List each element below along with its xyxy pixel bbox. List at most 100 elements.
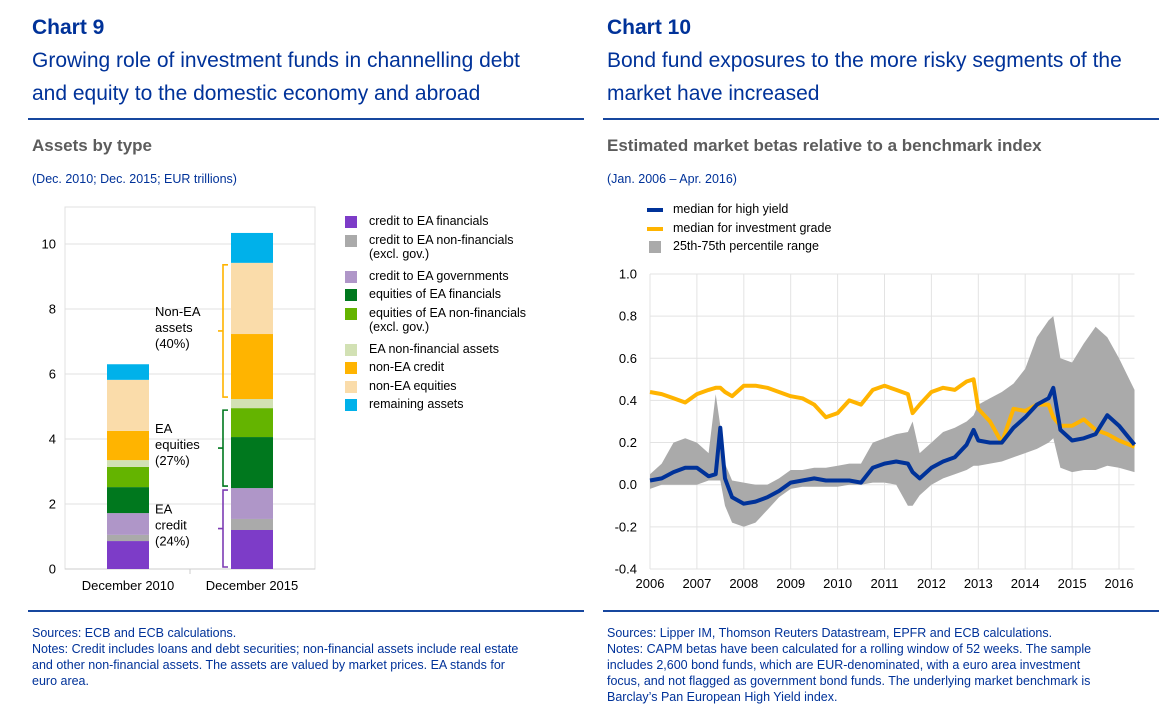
bracket bbox=[218, 489, 228, 568]
bar-segment bbox=[231, 518, 273, 530]
notes-divider bbox=[28, 610, 584, 612]
chart-title-line: market have increased bbox=[607, 82, 820, 105]
y-tick-label: 0.2 bbox=[619, 435, 637, 450]
chart-number: Chart 10 bbox=[607, 16, 692, 39]
legend-label: equities of EA financials bbox=[369, 287, 502, 301]
legend-label: credit to EA governments bbox=[369, 268, 509, 283]
x-tick-label: 2007 bbox=[682, 576, 711, 591]
bracket-annotation: assets bbox=[155, 320, 193, 335]
x-tick-label: 2014 bbox=[1011, 576, 1040, 591]
legend-label: EA non-financial assets bbox=[369, 341, 499, 356]
x-tick-label: 2009 bbox=[776, 576, 805, 591]
bar-segment bbox=[231, 399, 273, 409]
title-divider bbox=[28, 118, 584, 120]
x-tick-label: December 2015 bbox=[206, 578, 299, 593]
legend-label: median for high yield bbox=[673, 202, 789, 216]
legend-label: credit to EA financials bbox=[369, 214, 489, 228]
y-tick-label: 0.6 bbox=[619, 351, 637, 366]
legend-swatch bbox=[345, 399, 357, 411]
bar-segment bbox=[107, 379, 149, 431]
chart-subtitle: Assets by type bbox=[32, 136, 152, 155]
bracket-annotation: credit bbox=[155, 518, 187, 533]
bar-segment bbox=[107, 541, 149, 569]
bar-segment bbox=[107, 513, 149, 535]
x-tick-label: 2012 bbox=[917, 576, 946, 591]
bar-segment bbox=[231, 530, 273, 569]
x-tick-label: 2006 bbox=[636, 576, 665, 591]
y-tick-label: 6 bbox=[49, 367, 56, 382]
y-tick-label: 1.0 bbox=[619, 267, 637, 282]
chart-units: (Jan. 2006 – Apr. 2016) bbox=[607, 172, 737, 186]
bar-segment bbox=[107, 534, 149, 542]
x-tick-label: 2015 bbox=[1058, 576, 1087, 591]
legend-swatch bbox=[345, 343, 357, 356]
bar-segment bbox=[231, 408, 273, 438]
bar-segment bbox=[107, 460, 149, 467]
x-tick-label: December 2010 bbox=[82, 578, 175, 593]
legend-label: credit to EA non-financials (excl. gov.) bbox=[369, 232, 514, 261]
notes-text: Notes: Credit includes loans and debt se… bbox=[32, 642, 519, 688]
x-tick-label: 2010 bbox=[823, 576, 852, 591]
y-tick-label: 0 bbox=[49, 562, 56, 577]
chart-title-line: Bond fund exposures to the more risky se… bbox=[607, 49, 1122, 72]
bar-segment bbox=[107, 466, 149, 488]
chart-subtitle: Estimated market betas relative to a ben… bbox=[607, 136, 1042, 155]
legend-swatch bbox=[647, 226, 663, 231]
investment-grade-line bbox=[649, 377, 1136, 449]
chart-title-line: Growing role of investment funds in chan… bbox=[32, 49, 520, 72]
legend-swatch bbox=[649, 241, 661, 253]
x-tick-label: 2008 bbox=[729, 576, 758, 591]
chart-notes: Sources: ECB and ECB calculations. Notes… bbox=[32, 625, 518, 689]
bracket-annotation: EA bbox=[155, 421, 173, 436]
y-tick-label: 0.4 bbox=[619, 393, 637, 408]
legend-swatch bbox=[345, 307, 357, 320]
bar-segment bbox=[107, 487, 149, 514]
bracket bbox=[218, 264, 228, 398]
bar-segment bbox=[231, 488, 273, 519]
legend-label: 25th-75th percentile range bbox=[673, 239, 819, 253]
bracket-annotation: (24%) bbox=[155, 534, 190, 549]
chart-10-panel: Chart 10 Bond fund exposures to the more… bbox=[595, 0, 1166, 722]
chart-units: (Dec. 2010; Dec. 2015; EUR trillions) bbox=[32, 172, 237, 186]
line-chart: 2006 2007 2008 2009 2010 2011 2012 2013 2014 2015… bbox=[615, 267, 1137, 591]
x-tick-label: 2013 bbox=[964, 576, 993, 591]
bar-segment bbox=[107, 430, 149, 461]
y-tick-label: -0.4 bbox=[615, 561, 637, 576]
legend-swatch bbox=[345, 270, 357, 283]
x-tick-label: 2016 bbox=[1105, 576, 1134, 591]
legend-label: non-EA credit bbox=[369, 360, 445, 374]
chart-title-line: and equity to the domestic economy and a… bbox=[32, 82, 481, 105]
bar-segment bbox=[231, 334, 273, 400]
y-tick-label: 8 bbox=[49, 302, 56, 317]
legend-label: remaining assets bbox=[369, 397, 464, 411]
bracket-annotation: equities bbox=[155, 437, 200, 452]
title-divider bbox=[603, 118, 1159, 120]
y-tick-label: 2 bbox=[49, 497, 56, 512]
sources-text: Sources: Lipper IM, Thomson Reuters Data… bbox=[607, 626, 1053, 640]
bracket-annotation: Non-EA bbox=[155, 304, 201, 319]
notes-divider bbox=[603, 610, 1159, 612]
legend-swatch bbox=[345, 380, 357, 393]
y-tick-label: 0.0 bbox=[619, 477, 637, 492]
stacked-bar-chart: 0 2 4 6 8 10 December 2010 December 2015 Non-EAa… bbox=[42, 206, 316, 593]
legend-swatch bbox=[647, 208, 663, 212]
legend-label: equities of EA non-financials (excl. gov.… bbox=[369, 305, 527, 334]
chart-9-panel: Chart 9 Growing role of investment funds… bbox=[28, 16, 584, 689]
bar-segment bbox=[231, 437, 273, 489]
chart-number: Chart 9 bbox=[32, 16, 105, 39]
y-tick-label: 4 bbox=[49, 432, 56, 447]
legend-label: median for investment grade bbox=[673, 220, 832, 235]
bar-segment bbox=[231, 262, 273, 335]
legend-swatch bbox=[345, 362, 357, 374]
notes-text: Notes: CAPM betas have been calculated f… bbox=[607, 642, 1092, 704]
chart-title: Bond fund exposures to the more risky se… bbox=[607, 44, 1122, 110]
bracket bbox=[218, 409, 228, 487]
y-tick-label: -0.2 bbox=[615, 519, 637, 534]
plot-frame bbox=[64, 206, 316, 570]
bracket-annotation: (40%) bbox=[155, 336, 190, 351]
legend-swatch bbox=[345, 289, 357, 301]
bar-segment bbox=[107, 364, 149, 380]
legend-swatch bbox=[345, 216, 357, 228]
bracket-annotation: (27%) bbox=[155, 453, 190, 468]
legend-swatch bbox=[345, 234, 357, 247]
